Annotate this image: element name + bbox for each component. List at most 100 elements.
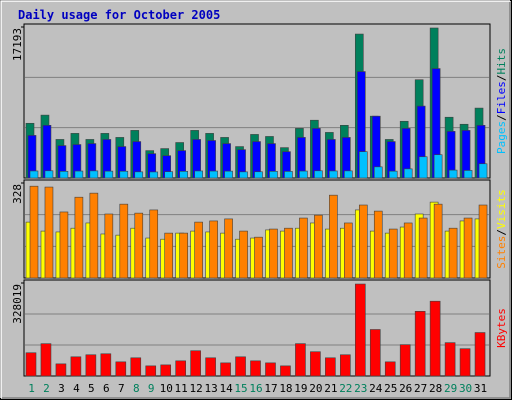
bar (250, 360, 261, 377)
bar (179, 232, 188, 279)
bar (164, 232, 174, 279)
bar (444, 342, 456, 377)
bar (414, 311, 426, 377)
bar (179, 171, 188, 179)
bar (254, 171, 263, 179)
bar (149, 171, 159, 179)
bar (235, 356, 246, 377)
x-tick-label: 20 (309, 382, 322, 395)
legend: Sites/Visits (495, 189, 508, 269)
bar (358, 151, 368, 179)
bar (340, 354, 351, 377)
bar (329, 194, 338, 279)
bar (269, 228, 278, 279)
bar (463, 170, 473, 179)
x-tick-label: 14 (219, 382, 233, 395)
y-tick-label: 328019 (11, 284, 24, 324)
x-tick-label: 7 (118, 382, 125, 395)
bar (209, 220, 218, 279)
bar (55, 363, 67, 377)
chart-title: Daily usage for October 2005 (18, 8, 220, 22)
x-tick-label: 8 (133, 382, 140, 395)
bar (463, 217, 473, 279)
x-tick-label: 1 (28, 382, 35, 395)
x-tick-label: 3 (58, 382, 65, 395)
bar (354, 283, 366, 377)
bar (433, 203, 443, 279)
bar (459, 348, 471, 377)
bar (149, 209, 159, 279)
legend-entry: Visits (495, 189, 508, 229)
x-tick-label: 4 (73, 382, 80, 395)
bar (194, 170, 203, 179)
bar (295, 343, 306, 377)
bar (160, 364, 172, 377)
x-tick-label: 29 (444, 382, 457, 395)
x-tick-label: 25 (384, 382, 397, 395)
bar (194, 221, 203, 279)
x-tick-label: 18 (279, 382, 292, 395)
bar (329, 170, 338, 179)
x-tick-label: 11 (175, 382, 188, 395)
bar (70, 356, 82, 377)
bar (239, 171, 248, 179)
bar (40, 343, 52, 377)
bar (59, 211, 69, 279)
bar (478, 163, 488, 179)
bar (418, 217, 428, 279)
y-tick-label: 17193 (11, 28, 24, 61)
bar (325, 357, 336, 377)
x-tick-label: 27 (414, 382, 427, 395)
bar (429, 300, 441, 377)
bar (85, 354, 97, 377)
bar (44, 186, 54, 279)
x-tick-label: 2 (43, 382, 50, 395)
legend-entry: Pages (495, 121, 508, 154)
bar (74, 196, 84, 279)
x-tick-label: 22 (339, 382, 352, 395)
bar (284, 171, 293, 179)
bar (104, 213, 114, 279)
x-tick-label: 17 (264, 382, 277, 395)
legend-entry: Files (495, 81, 508, 114)
bar (119, 170, 129, 179)
bar (100, 353, 112, 377)
bar (134, 212, 144, 279)
bar (314, 170, 323, 179)
bar (388, 170, 398, 179)
bar (384, 361, 396, 377)
bar (344, 222, 353, 279)
x-tick-label: 13 (204, 382, 217, 395)
bar (89, 170, 99, 179)
x-tick-label: 12 (190, 382, 203, 395)
x-tick-label: 31 (474, 382, 487, 395)
bar (284, 227, 293, 279)
bar (254, 236, 263, 279)
bar (369, 329, 381, 377)
x-tick-label: 10 (160, 382, 173, 395)
x-tick-label: 16 (249, 382, 262, 395)
bar (104, 170, 114, 179)
x-tick-label: 30 (459, 382, 472, 395)
bar (239, 230, 248, 279)
bar (310, 351, 321, 377)
bar (388, 228, 398, 279)
x-tick-label: 19 (294, 382, 307, 395)
bar (29, 170, 39, 179)
legend-entry: KBytes (495, 308, 508, 348)
bar (474, 332, 486, 377)
legend-entry: Hits (495, 48, 508, 75)
x-tick-label: 28 (429, 382, 442, 395)
bar (299, 170, 308, 179)
bar (220, 362, 231, 377)
bar (224, 170, 233, 179)
bar (418, 156, 428, 179)
bar (42, 125, 52, 179)
bar (44, 170, 54, 179)
legend-separator: / (495, 229, 508, 236)
legend-separator: / (495, 114, 508, 121)
legend-separator: / (495, 75, 508, 82)
bar (209, 170, 218, 179)
bar (190, 350, 201, 377)
